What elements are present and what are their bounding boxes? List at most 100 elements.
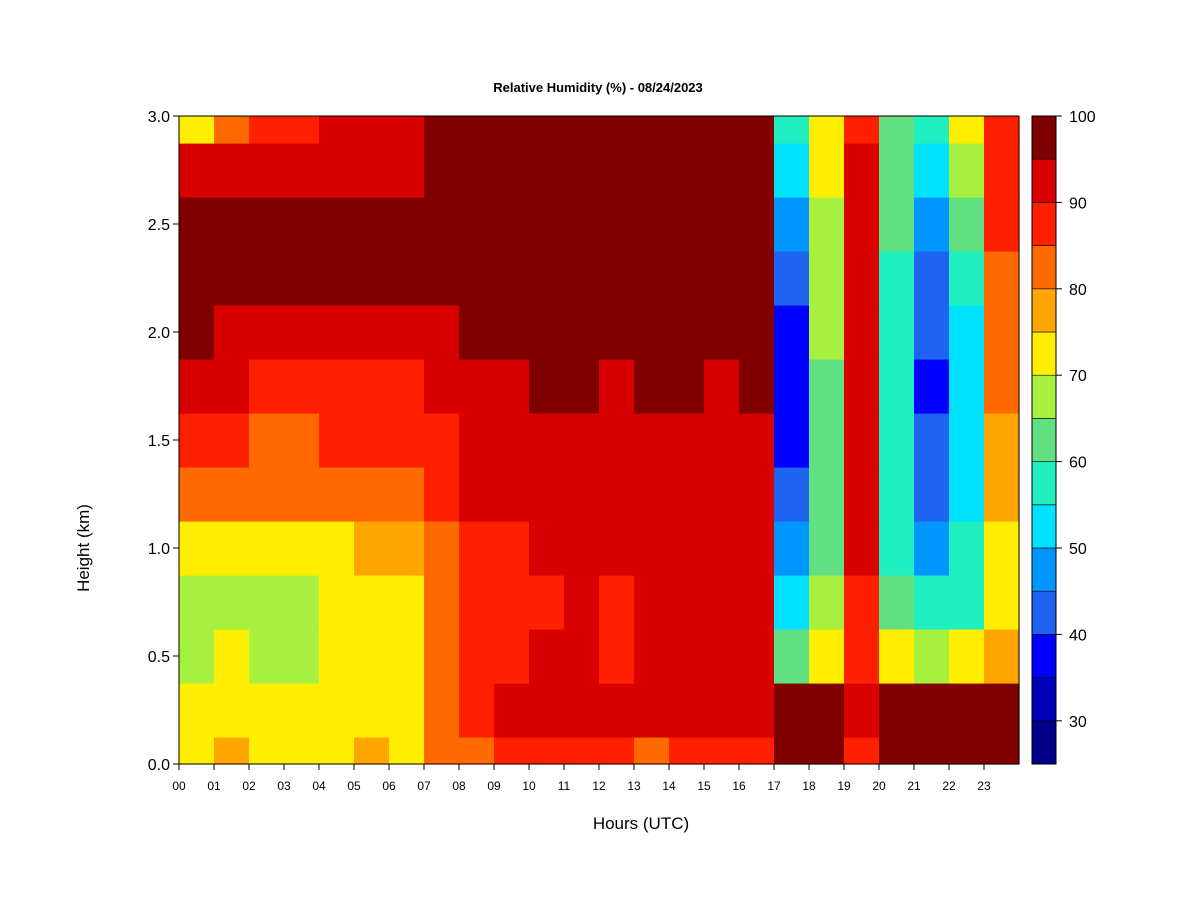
heatmap-cell: [774, 467, 810, 522]
heatmap-cell: [424, 143, 460, 198]
heatmap-cell: [739, 143, 775, 198]
colorbar-swatch: [1031, 547, 1057, 592]
heatmap-cell: [669, 467, 705, 522]
heatmap-cell: [564, 575, 600, 630]
heatmap-cell: [424, 521, 460, 576]
heatmap-cell: [564, 116, 600, 144]
heatmap-cell: [424, 413, 460, 468]
heatmap-cell: [214, 629, 250, 684]
heatmap-cell: [669, 197, 705, 252]
heatmap-cell: [739, 629, 775, 684]
heatmap-cell: [354, 629, 390, 684]
heatmap-cell: [879, 467, 915, 522]
heatmap-cell: [774, 521, 810, 576]
heatmap-cell: [599, 305, 635, 360]
heatmap-cell: [879, 413, 915, 468]
x-tick-label: 00: [172, 779, 186, 793]
heatmap-cell: [809, 521, 845, 576]
heatmap-cell: [354, 575, 390, 630]
heatmap-cell: [914, 629, 950, 684]
heatmap-cell: [844, 197, 880, 252]
heatmap-cell: [354, 143, 390, 198]
heatmap-cell: [249, 629, 285, 684]
heatmap-cell: [634, 251, 670, 306]
heatmap-cell: [529, 197, 565, 252]
heatmap-cell: [949, 116, 985, 144]
heatmap-cell: [599, 737, 635, 765]
heatmap-cell: [914, 413, 950, 468]
heatmap-cell: [459, 143, 495, 198]
heatmap-cell: [774, 251, 810, 306]
heatmap-cell: [459, 683, 495, 738]
heatmap-cell: [459, 305, 495, 360]
heatmap-cell: [984, 683, 1020, 738]
heatmap-cell: [564, 359, 600, 414]
heatmap-cell: [704, 359, 740, 414]
heatmap-cell: [879, 197, 915, 252]
heatmap-cell: [424, 197, 460, 252]
heatmap-cell: [179, 737, 215, 765]
x-axis-label: Hours (UTC): [593, 814, 689, 833]
heatmap-cell: [529, 116, 565, 144]
heatmap-cell: [739, 116, 775, 144]
heatmap-cell: [319, 467, 355, 522]
heatmap-cell: [389, 251, 425, 306]
heatmap-cell: [914, 737, 950, 765]
colorbar-tick-label: 40: [1069, 627, 1087, 644]
heatmap-cell: [389, 116, 425, 144]
heatmap-cell: [179, 197, 215, 252]
heatmap-cell: [704, 521, 740, 576]
heatmap-cell: [249, 116, 285, 144]
heatmap-cell: [949, 305, 985, 360]
heatmap-cell: [564, 305, 600, 360]
heatmap-cell: [424, 629, 460, 684]
heatmap-cell: [914, 521, 950, 576]
heatmap-cell: [809, 629, 845, 684]
heatmap-cell: [844, 467, 880, 522]
heatmap-cell: [669, 737, 705, 765]
x-tick-label: 14: [662, 779, 676, 793]
heatmap-cell: [774, 359, 810, 414]
heatmap-cell: [214, 737, 250, 765]
heatmap-cell: [284, 359, 320, 414]
heatmap-cell: [634, 521, 670, 576]
x-tick-label: 19: [837, 779, 851, 793]
heatmap-cell: [319, 629, 355, 684]
heatmap-cell: [214, 116, 250, 144]
heatmap-cell: [599, 143, 635, 198]
heatmap-cell: [214, 251, 250, 306]
heatmap-cell: [389, 575, 425, 630]
heatmap-cell: [459, 359, 495, 414]
y-tick-label: 1.0: [148, 541, 170, 558]
x-tick-label: 17: [767, 779, 781, 793]
heatmap-cell: [494, 251, 530, 306]
heatmap-cell: [669, 143, 705, 198]
heatmap-cell: [774, 305, 810, 360]
heatmap-cell: [984, 143, 1020, 198]
x-tick-label: 15: [697, 779, 711, 793]
heatmap-cell: [634, 629, 670, 684]
heatmap-cell: [529, 413, 565, 468]
heatmap-cell: [949, 359, 985, 414]
heatmap-cell: [319, 413, 355, 468]
heatmap-cell: [774, 575, 810, 630]
heatmap-cell: [634, 467, 670, 522]
heatmap-cell: [424, 575, 460, 630]
colorbar: [1031, 115, 1057, 765]
heatmap-cell: [844, 305, 880, 360]
heatmap-cell: [249, 737, 285, 765]
heatmap-cell: [564, 629, 600, 684]
heatmap-cell: [879, 116, 915, 144]
heatmap-cell: [774, 629, 810, 684]
heatmap-cell: [914, 251, 950, 306]
heatmap-cell: [214, 413, 250, 468]
heatmap-cell: [599, 251, 635, 306]
heatmap-cell: [179, 467, 215, 522]
heatmap-cell: [879, 629, 915, 684]
heatmap-cell: [284, 737, 320, 765]
heatmap-cell: [249, 197, 285, 252]
heatmap-cell: [634, 305, 670, 360]
heatmap-cell: [809, 116, 845, 144]
heatmap-cell: [179, 575, 215, 630]
heatmap-cell: [879, 521, 915, 576]
